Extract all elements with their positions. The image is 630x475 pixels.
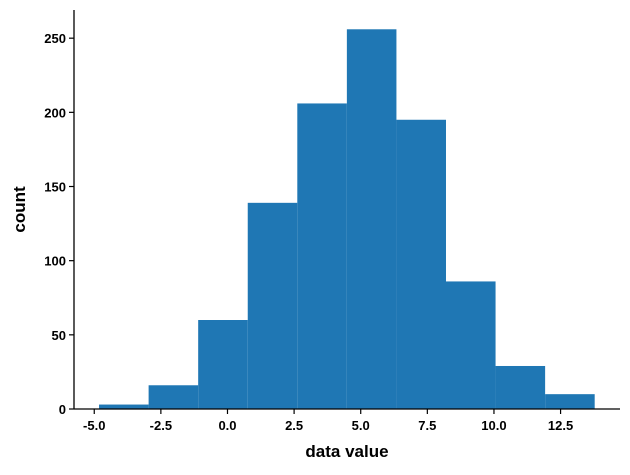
x-tick-label: 10.0: [481, 418, 506, 433]
y-tick-label: 50: [52, 328, 66, 343]
histogram-bar: [99, 404, 149, 409]
y-tick-label: 0: [59, 402, 66, 417]
histogram-bar: [346, 29, 397, 409]
y-tick-label: 150: [44, 180, 66, 195]
x-tick-label: 12.5: [548, 418, 573, 433]
x-ticks: -5.0 -2.5 0.0 2.5 5.0 7.5 10.0 12.5: [83, 409, 573, 433]
x-tick-label: -5.0: [83, 418, 105, 433]
y-axis-label: count: [10, 186, 29, 233]
histogram-bar: [545, 394, 595, 409]
histogram-bar: [198, 320, 248, 409]
histogram-bar: [297, 103, 347, 409]
histogram-bar: [148, 385, 199, 409]
y-tick-label: 100: [44, 254, 66, 269]
x-tick-label: -2.5: [150, 418, 172, 433]
y-tick-label: 250: [44, 31, 66, 46]
y-tick-label: 200: [44, 105, 66, 120]
histogram-bar: [396, 119, 446, 409]
histogram-bar: [445, 281, 496, 409]
x-tick-label: 5.0: [352, 418, 370, 433]
histogram-bar: [247, 202, 298, 409]
y-ticks: 0 50 100 150 200 250: [44, 31, 74, 417]
x-axis-label: data value: [305, 442, 388, 461]
bars: [99, 29, 595, 409]
x-tick-label: 2.5: [285, 418, 303, 433]
histogram-bar: [495, 365, 546, 409]
x-tick-label: 0.0: [218, 418, 236, 433]
x-tick-label: 7.5: [418, 418, 436, 433]
